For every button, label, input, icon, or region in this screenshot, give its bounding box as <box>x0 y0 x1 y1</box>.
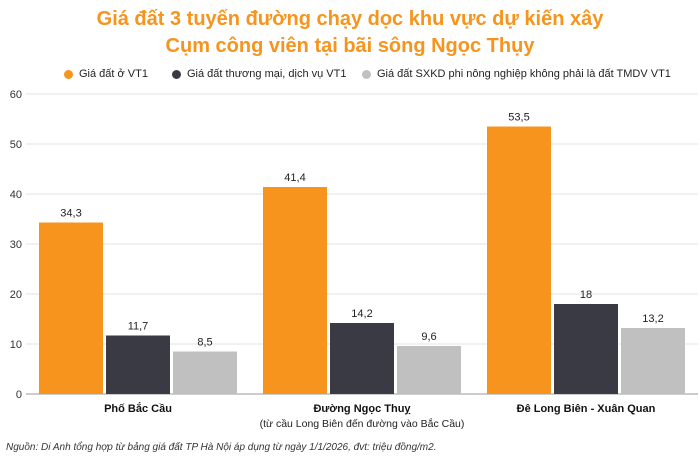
chart-title: Giá đất 3 tuyến đường chạy dọc khu vực d… <box>0 6 700 60</box>
legend-item-2: Giá đất SXKD phi nông nghiệp không phải … <box>362 68 671 80</box>
bar-1-2 <box>397 346 461 394</box>
bar-2-0 <box>487 126 551 394</box>
bar-2-1 <box>554 304 618 394</box>
x-tick-sublabel-1: (từ cầu Long Biên đến đường vào Bắc Cầu) <box>260 417 465 430</box>
x-tick-label-0: Phố Bắc Cầu <box>104 402 172 415</box>
y-tick-label-2: 20 <box>10 289 22 301</box>
bar-0-2 <box>173 351 237 394</box>
bar-0-0 <box>39 222 103 394</box>
legend-item-0: Giá đất ở VT1 <box>64 68 148 80</box>
x-tick-label-1: Đường Ngọc Thuỵ <box>313 403 411 415</box>
data-label-0-1: 11,7 <box>128 321 149 333</box>
data-label-1-0: 41,4 <box>284 172 305 184</box>
y-tick-label-6: 60 <box>10 89 22 101</box>
y-tick-label-4: 40 <box>10 189 22 201</box>
y-tick-label-0: 0 <box>16 389 22 401</box>
source-note: Nguồn: Di Anh tổng hợp từ bảng giá đất T… <box>6 442 437 453</box>
legend-swatch-2 <box>362 69 371 79</box>
chart-title-line2: Cụm công viên tại bãi sông Ngọc Thụy <box>165 35 535 57</box>
bar-1-0 <box>263 187 327 394</box>
data-label-2-2: 13,2 <box>642 313 663 325</box>
legend-item-1: Giá đất thương mại, dịch vụ VT1 <box>172 68 346 80</box>
bar-1-1 <box>330 323 394 394</box>
legend-swatch-1 <box>172 69 181 79</box>
legend-label-2: Giá đất SXKD phi nông nghiệp không phải … <box>377 68 671 80</box>
x-tick-label-2: Đê Long Biên - Xuân Quan <box>517 403 656 415</box>
data-label-1-2: 9,6 <box>421 331 436 343</box>
data-label-0-2: 8,5 <box>197 337 212 349</box>
y-tick-label-1: 10 <box>10 339 22 351</box>
bar-2-2 <box>621 328 685 394</box>
y-tick-label-5: 50 <box>10 139 22 151</box>
data-label-1-1: 14,2 <box>351 308 372 320</box>
legend-swatch-0 <box>64 69 73 79</box>
chart-title-line1: Giá đất 3 tuyến đường chạy dọc khu vực d… <box>96 8 604 30</box>
bar-0-1 <box>106 335 170 394</box>
legend-label-0: Giá đất ở VT1 <box>79 68 148 80</box>
data-label-0-0: 34,3 <box>60 208 81 220</box>
y-tick-label-3: 30 <box>10 239 22 251</box>
legend-label-1: Giá đất thương mại, dịch vụ VT1 <box>187 68 347 80</box>
data-label-2-1: 18 <box>580 289 592 301</box>
data-label-2-0: 53,5 <box>508 112 529 124</box>
